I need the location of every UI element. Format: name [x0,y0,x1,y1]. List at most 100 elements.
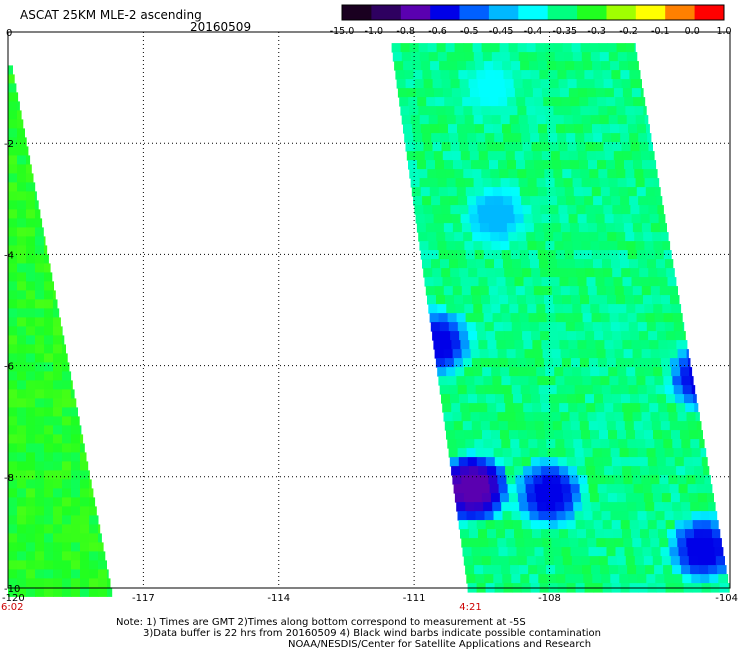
heatmap-cell [591,313,602,323]
heatmap-cell [422,70,432,80]
heatmap-cell [612,205,622,215]
heatmap-cell [26,263,36,273]
heatmap-cell [665,457,676,467]
heatmap-cell [623,349,634,359]
heatmap-cell [645,565,655,575]
heatmap-cell [531,268,541,278]
heatmap-cell [525,421,536,431]
heatmap-cell [517,232,527,242]
heatmap-cell [710,520,719,530]
heatmap-cell [626,430,636,440]
heatmap-cell [559,340,569,350]
heatmap-cell [437,304,447,314]
heatmap-cell [552,547,562,557]
heatmap-cell [686,349,689,359]
heatmap-cell [35,407,45,417]
heatmap-cell [470,412,480,422]
heatmap-cell [53,299,58,309]
heatmap-cell [607,169,617,179]
heatmap-cell [670,556,681,566]
heatmap-cell [17,137,27,147]
heatmap-cell [436,295,446,305]
heatmap-cell [454,169,464,179]
heatmap-cell [53,398,63,408]
heatmap-cell [609,313,620,323]
heatmap-cell [493,448,504,458]
heatmap-cell [488,349,499,359]
heatmap-cell [695,475,705,485]
heatmap-cell [549,394,559,404]
heatmap-cell [602,196,612,206]
heatmap-cell [593,520,604,530]
heatmap-cell [473,178,484,188]
heatmap-cell [496,529,506,539]
heatmap-cell [625,169,635,179]
heatmap-cell [615,358,626,368]
heatmap-cell [8,101,18,111]
heatmap-cell [683,520,694,530]
heatmap-cell [612,394,622,404]
heatmap-cell [559,466,569,476]
heatmap-cell [17,101,20,111]
heatmap-cell [550,466,560,476]
heatmap-cell [624,547,634,557]
heatmap-cell [409,43,420,53]
x-tick-label: -114 [267,593,290,604]
heatmap-cell [53,308,60,318]
heatmap-cell [444,160,454,170]
heatmap-cell [448,61,458,71]
heatmap-cell [701,520,712,530]
heatmap-cell [53,335,63,345]
heatmap-cell [668,538,678,548]
heatmap-cell [435,358,446,368]
heatmap-cell [17,191,27,201]
heatmap-cell [520,124,530,134]
heatmap-cell [626,367,636,377]
heatmap-cell [458,259,468,269]
heatmap-cell [631,529,641,539]
heatmap-cell [502,574,512,584]
heatmap-cell [44,299,54,309]
heatmap-cell [612,142,622,152]
heatmap-cell [605,412,615,422]
heatmap-cell [690,565,700,575]
heatmap-cell [522,205,532,215]
heatmap-cell [26,434,36,444]
heatmap-cell [418,169,428,179]
heatmap-cell [426,160,436,170]
heatmap-cell [26,254,36,264]
heatmap-cell [634,106,644,116]
heatmap-cell [569,349,580,359]
heatmap-cell [497,286,508,296]
heatmap-cell [586,88,597,98]
heatmap-cell [526,169,536,179]
heatmap-cell [497,412,507,422]
heatmap-cell [620,133,630,143]
heatmap-cell [536,430,546,440]
heatmap-cell [26,587,36,597]
heatmap-cell [493,511,503,521]
heatmap-cell [604,403,614,413]
heatmap-cell [498,547,508,557]
heatmap-cell [573,376,583,386]
heatmap-cell [585,394,595,404]
heatmap-cell [35,443,45,453]
heatmap-cell [17,92,19,102]
colorbar-label: -0.4 [524,26,543,37]
heatmap-cell [679,556,690,566]
heatmap-cell [8,461,18,471]
heatmap-cell [665,259,674,269]
heatmap-cell [667,340,677,350]
heatmap-cell [89,479,92,489]
heatmap-cell [688,493,699,503]
heatmap-cell [693,394,697,404]
heatmap-cell [8,452,18,462]
heatmap-cell [492,502,502,512]
heatmap-cell [657,205,664,215]
heatmap-cell [681,376,691,386]
heatmap-cell [44,551,54,561]
heatmap-cell [394,61,404,71]
heatmap-cell [80,479,90,489]
heatmap-cell [582,502,592,512]
heatmap-cell [538,322,549,332]
